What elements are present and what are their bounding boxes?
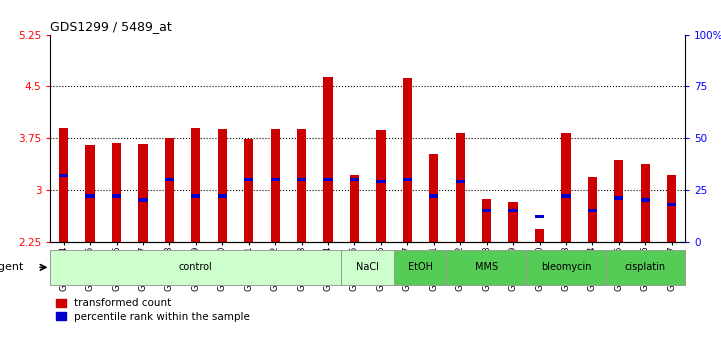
FancyBboxPatch shape — [526, 250, 606, 285]
Bar — [429, 194, 438, 198]
Bar — [165, 178, 174, 181]
Text: NaCl: NaCl — [356, 263, 379, 272]
Bar — [165, 138, 174, 241]
FancyBboxPatch shape — [341, 250, 394, 285]
Bar — [112, 143, 121, 241]
Bar — [482, 209, 491, 212]
Bar — [614, 160, 624, 242]
Bar — [138, 198, 148, 202]
Bar — [376, 180, 386, 183]
Bar — [191, 128, 200, 241]
FancyBboxPatch shape — [447, 250, 526, 285]
Text: GDS1299 / 5489_at: GDS1299 / 5489_at — [50, 20, 172, 33]
Bar — [667, 203, 676, 206]
Bar — [270, 178, 280, 181]
Bar — [59, 128, 68, 241]
Text: bleomycin: bleomycin — [541, 263, 591, 272]
Bar — [138, 144, 148, 241]
Bar — [191, 194, 200, 198]
Text: control: control — [179, 263, 213, 272]
Text: EtOH: EtOH — [408, 263, 433, 272]
Bar — [456, 133, 465, 242]
Bar — [218, 194, 227, 198]
FancyBboxPatch shape — [50, 250, 341, 285]
Bar — [535, 215, 544, 218]
Bar — [403, 178, 412, 181]
Bar — [112, 194, 121, 198]
Bar — [244, 139, 253, 241]
Bar — [86, 194, 94, 198]
Bar — [562, 194, 570, 198]
Bar — [297, 129, 306, 242]
Legend: transformed count, percentile rank within the sample: transformed count, percentile rank withi… — [56, 298, 250, 322]
Bar — [588, 177, 597, 242]
Bar — [403, 78, 412, 242]
Bar — [508, 202, 518, 242]
FancyBboxPatch shape — [606, 250, 685, 285]
Bar — [429, 154, 438, 242]
Bar — [350, 175, 359, 241]
Bar — [324, 178, 332, 181]
Bar — [614, 196, 624, 200]
FancyBboxPatch shape — [394, 250, 447, 285]
Bar — [324, 77, 332, 242]
Bar — [667, 175, 676, 241]
Bar — [244, 178, 253, 181]
Bar — [641, 164, 650, 242]
Bar — [59, 174, 68, 177]
Bar — [270, 129, 280, 242]
Text: MMS: MMS — [475, 263, 498, 272]
Bar — [588, 209, 597, 212]
Bar — [535, 229, 544, 242]
Text: agent: agent — [0, 263, 24, 272]
Bar — [456, 180, 465, 183]
Bar — [641, 198, 650, 202]
Text: cisplatin: cisplatin — [624, 263, 666, 272]
Bar — [482, 199, 491, 242]
Bar — [376, 130, 386, 242]
Bar — [508, 209, 518, 212]
Bar — [297, 178, 306, 181]
Bar — [350, 178, 359, 181]
Bar — [86, 145, 94, 242]
Bar — [218, 129, 227, 242]
Bar — [562, 133, 570, 242]
